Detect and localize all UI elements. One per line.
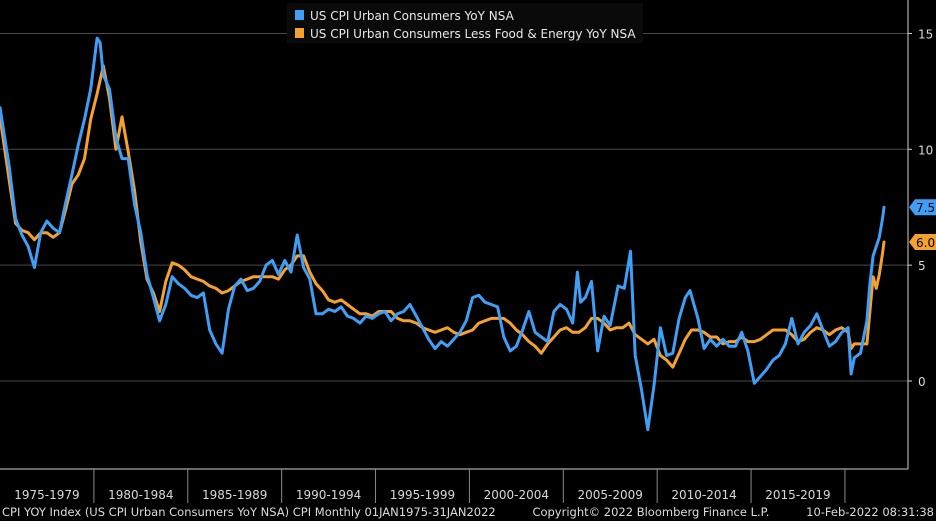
x-tick-label: 1990-1994 [296,488,361,502]
legend: US CPI Urban Consumers YoY NSA US CPI Urb… [287,3,643,43]
x-tick-label: 2010-2014 [671,488,736,502]
axes: 0 5 10 15 1975-1979 1980-1984 1985-1989 1990-19… [0,0,933,503]
x-tick-label: 2005-2009 [578,488,643,502]
footer: CPI YOY Index (US CPI Urban Consumers Yo… [0,503,936,521]
x-tick-label: 2015-2019 [765,488,830,502]
series-lines [0,36,886,432]
last-value-callout: 6.0 [909,233,936,250]
footer-copyright: Copyright© 2022 Bloomberg Finance L.P. [532,505,770,519]
x-tick-label: 2000-2004 [484,488,549,502]
x-tick-label: 1975-1979 [14,488,79,502]
y-tick-label: 0 [918,375,926,389]
x-tick-label: 1995-1999 [390,488,455,502]
series-line-core-cpi [0,64,886,369]
legend-swatch [295,10,304,20]
legend-label: US CPI Urban Consumers YoY NSA [310,9,515,23]
legend-label: US CPI Urban Consumers Less Food & Energ… [310,27,636,41]
value-labels: 7.5 6.0 [909,199,936,250]
last-value-tag [909,233,936,250]
y-tick-label: 5 [918,259,926,273]
last-value-label: 7.5 [916,201,935,215]
cpi-line-chart: 0 5 10 15 1975-1979 1980-1984 1985-1989 1990-19… [0,0,936,503]
last-value-callout: 7.5 [909,199,936,216]
series-line-cpi [0,36,886,432]
last-value-label: 6.0 [916,236,935,250]
legend-swatch [295,28,304,38]
footer-timestamp: 10-Feb-2022 08:31:38 [806,505,934,519]
footer-source: CPI YOY Index (US CPI Urban Consumers Yo… [2,505,496,519]
x-tick-label: 1985-1989 [202,488,267,502]
last-value-tag [909,199,936,216]
y-tick-label: 10 [918,143,933,157]
x-tick-label: 1980-1984 [108,488,173,502]
legend-box [287,3,643,43]
y-tick-label: 15 [918,27,933,41]
